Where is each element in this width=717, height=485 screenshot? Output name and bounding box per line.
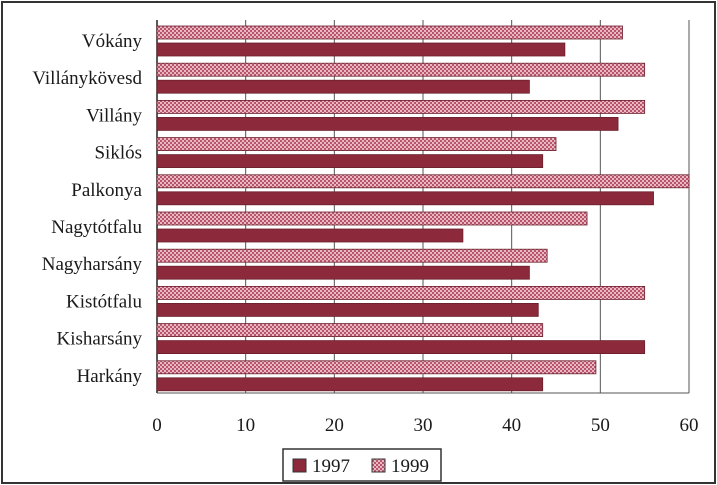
- bar-1997: [156, 302, 539, 317]
- x-axis-tick-labels: 0 10 20 30 40 50 60: [152, 415, 698, 436]
- category-labels: Vókány Villánykövesd Villány Siklós Palkonya…: [32, 31, 142, 387]
- category-label: Villány: [86, 105, 142, 126]
- bar-1997: [156, 340, 646, 355]
- category-label: Villánykövesd: [32, 68, 142, 89]
- bars: [156, 25, 690, 392]
- legend-label-1999: 1999: [391, 456, 429, 477]
- category-label: Siklós: [94, 143, 142, 164]
- legend-box: [282, 448, 442, 482]
- category-label: Nagytótfalu: [51, 217, 142, 238]
- x-tick-label: 30: [414, 415, 433, 436]
- x-tick-label: 40: [502, 415, 521, 436]
- bar-1997: [156, 191, 654, 206]
- category-label: Palkonya: [71, 180, 142, 201]
- legend-swatch-1997: [292, 458, 307, 473]
- bar-1999: [156, 174, 690, 189]
- x-tick-label: 10: [236, 415, 255, 436]
- bar-1997: [156, 228, 464, 243]
- bar-1999: [156, 285, 646, 300]
- category-label: Harkány: [77, 366, 143, 387]
- bar-1999: [156, 100, 646, 114]
- bar-1997: [156, 265, 530, 280]
- bar-1999: [156, 211, 588, 226]
- bar-1997: [156, 42, 566, 57]
- bar-1997: [156, 79, 530, 94]
- bar-1999: [156, 62, 646, 77]
- category-label: Nagyharsány: [42, 254, 143, 275]
- category-label: Vókány: [82, 31, 143, 52]
- category-label: Kistótfalu: [66, 291, 142, 312]
- bar-1999: [156, 360, 597, 375]
- bar-1999: [156, 323, 544, 338]
- legend-swatch-1999: [371, 458, 386, 473]
- bar-1999: [156, 248, 548, 263]
- legend: 1997 1999: [282, 448, 442, 482]
- bar-1997: [156, 154, 544, 169]
- bar-1999: [156, 137, 557, 152]
- category-label: Kisharsány: [57, 329, 143, 350]
- legend-label-1997: 1997: [312, 456, 350, 477]
- bar-1999: [156, 25, 623, 40]
- bar-1997: [156, 117, 619, 131]
- x-tick-label: 20: [325, 415, 344, 436]
- x-tick-label: 60: [680, 415, 699, 436]
- x-tick-label: 0: [152, 415, 162, 436]
- x-tick-label: 50: [591, 415, 610, 436]
- bar-1997: [156, 377, 544, 392]
